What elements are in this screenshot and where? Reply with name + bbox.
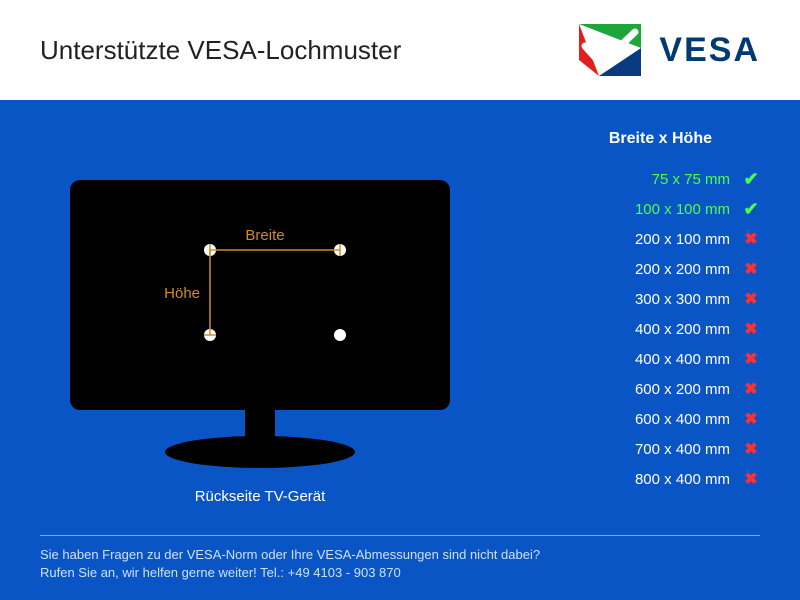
header: Unterstützte VESA-Lochmuster VESA <box>0 0 800 100</box>
tv-caption: Rückseite TV-Gerät <box>195 488 326 505</box>
tv-diagram-area: Breite Höhe Rückseite TV-Gerät <box>40 130 480 505</box>
size-label: 75 x 75 mm <box>600 171 730 188</box>
list-item: 200 x 200 mm ✖ <box>520 254 760 284</box>
cross-icon: ✖ <box>742 259 760 279</box>
vesa-check-icon <box>575 20 645 80</box>
cross-icon: ✖ <box>742 229 760 249</box>
cross-icon: ✖ <box>742 439 760 459</box>
list-item: 400 x 200 mm ✖ <box>520 314 760 344</box>
size-label: 200 x 200 mm <box>600 261 730 278</box>
size-label: 200 x 100 mm <box>600 231 730 248</box>
size-label: 400 x 200 mm <box>600 321 730 338</box>
body-panel: Breite Höhe Rückseite TV-Gerät Breite x … <box>0 100 800 600</box>
footer-line2: Rufen Sie an, wir helfen gerne weiter! T… <box>40 564 760 582</box>
cross-icon: ✖ <box>742 349 760 369</box>
footer-rule <box>40 535 760 536</box>
list-item: 700 x 400 mm ✖ <box>520 434 760 464</box>
content: Breite Höhe Rückseite TV-Gerät Breite x … <box>40 130 760 505</box>
check-icon: ✔ <box>742 169 760 190</box>
brand-name: VESA <box>659 31 760 70</box>
check-icon: ✔ <box>742 199 760 220</box>
list-item: 300 x 300 mm ✖ <box>520 284 760 314</box>
size-label: 800 x 400 mm <box>600 471 730 488</box>
size-label: 300 x 300 mm <box>600 291 730 308</box>
brand-logo: VESA <box>575 20 760 80</box>
cross-icon: ✖ <box>742 289 760 309</box>
size-label: 100 x 100 mm <box>600 201 730 218</box>
list-item: 800 x 400 mm ✖ <box>520 464 760 494</box>
size-label: 700 x 400 mm <box>600 441 730 458</box>
list-item: 100 x 100 mm ✔ <box>520 194 760 224</box>
list-item: 600 x 400 mm ✖ <box>520 404 760 434</box>
list-header: Breite x Höhe <box>520 130 760 148</box>
footer-line1: Sie haben Fragen zu der VESA-Norm oder I… <box>40 546 760 564</box>
cross-icon: ✖ <box>742 469 760 489</box>
size-label: 600 x 200 mm <box>600 381 730 398</box>
tv-diagram: Breite Höhe <box>60 170 460 480</box>
page: Unterstützte VESA-Lochmuster VESA <box>0 0 800 600</box>
list-item: 400 x 400 mm ✖ <box>520 344 760 374</box>
page-title: Unterstützte VESA-Lochmuster <box>40 35 401 66</box>
list-rows: 75 x 75 mm✔100 x 100 mm✔200 x 100 mm✖200… <box>520 164 760 494</box>
size-label: 600 x 400 mm <box>600 411 730 428</box>
size-label: 400 x 400 mm <box>600 351 730 368</box>
list-item: 75 x 75 mm ✔ <box>520 164 760 194</box>
cross-icon: ✖ <box>742 319 760 339</box>
footer: Sie haben Fragen zu der VESA-Norm oder I… <box>40 535 760 582</box>
size-list: Breite x Höhe 75 x 75 mm ✔ 100 x 100 mm ✔ 20… <box>520 130 760 505</box>
height-label: Höhe <box>164 285 200 302</box>
cross-icon: ✖ <box>742 379 760 399</box>
cross-icon: ✖ <box>742 409 760 429</box>
list-item: 600 x 200 mm ✖ <box>520 374 760 404</box>
width-label: Breite <box>245 227 284 244</box>
list-item: 200 x 100 mm ✖ <box>520 224 760 254</box>
